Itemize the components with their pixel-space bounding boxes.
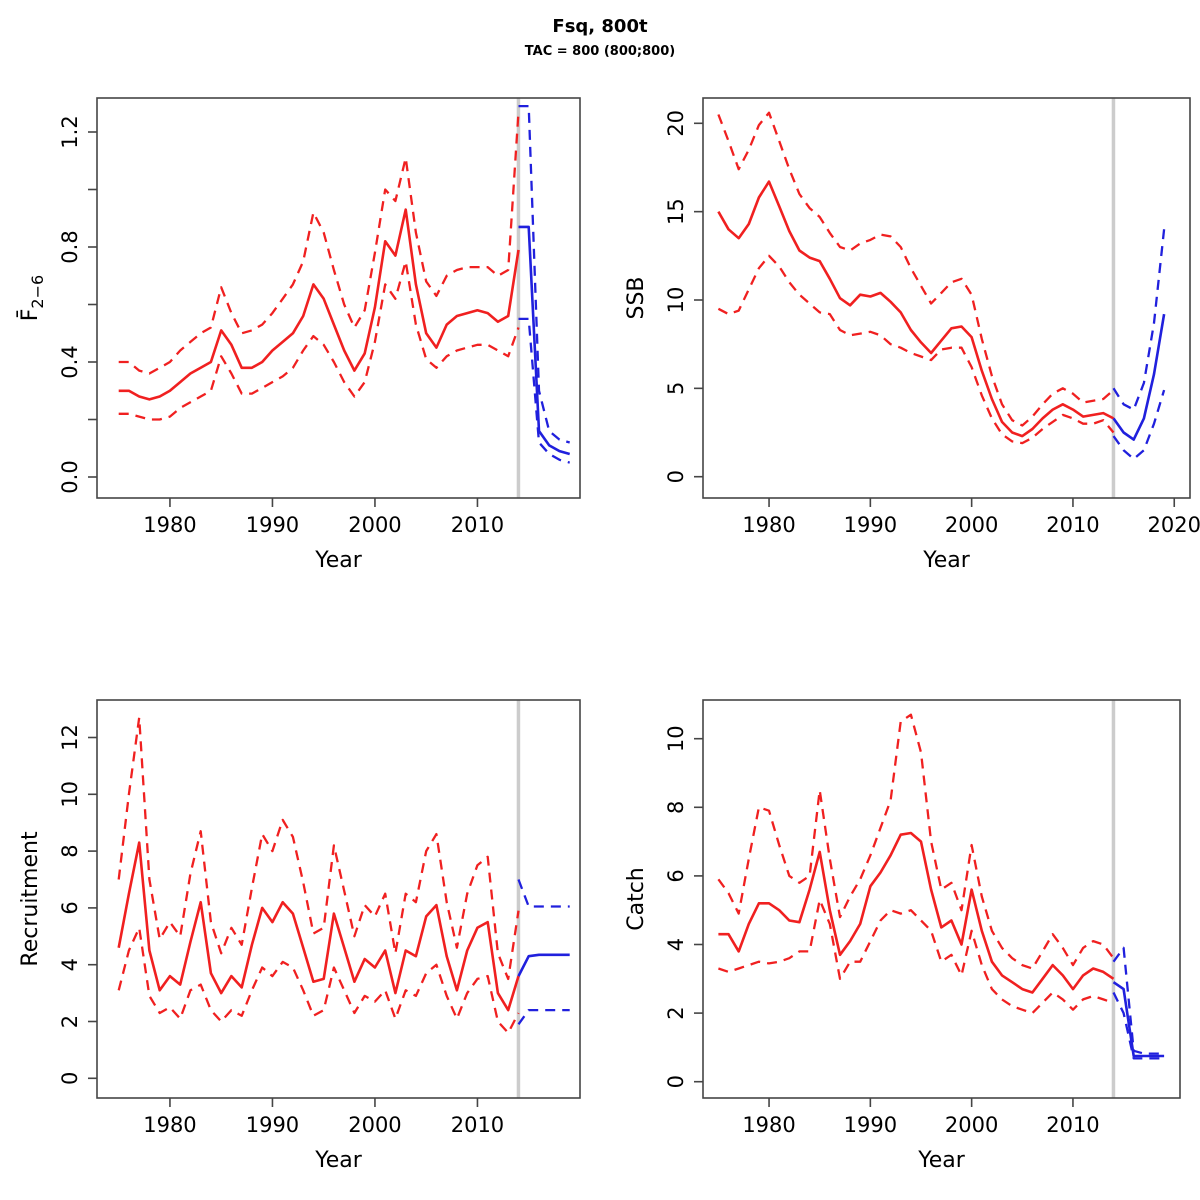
y-tick-label: 0 xyxy=(664,1075,688,1088)
ssb-lower-ci-historical-line xyxy=(717,254,1115,445)
y-tick-label: 10 xyxy=(58,781,82,808)
ssb-x-axis: 1980 1990 2000 2010 2020 Year xyxy=(742,498,1200,573)
figure-header: Fsq, 800t TAC = 800 (800;800) xyxy=(0,16,1200,59)
catch-upper-ci-forecast-line xyxy=(1112,946,1165,1055)
y-tick-label: 5 xyxy=(664,382,688,395)
x-tick-label: 2010 xyxy=(451,1113,504,1137)
recruitment-median-forecast-line xyxy=(517,953,570,977)
f26-lower-ci-historical-line xyxy=(118,260,520,421)
catch-x-axis: 1980 1990 2000 2010 Year xyxy=(742,1098,1100,1173)
y-tick-label: 8 xyxy=(664,801,688,814)
panel-f26: 1980 1990 2000 2010 Year 0.0 0.4 0.8 1.2 F̄2−6 xyxy=(17,97,581,573)
y-tick-label: 2 xyxy=(58,1015,82,1028)
x-tick-label: 1980 xyxy=(143,1113,196,1137)
catch-median-forecast-line xyxy=(1112,981,1165,1058)
recruitment-median-historical-line xyxy=(117,841,520,1012)
y-tick-label: 20 xyxy=(664,110,688,137)
catch-median-historical-line xyxy=(718,831,1115,994)
y-axis-label: F̄2−6 xyxy=(17,275,47,321)
y-axis-label: Catch xyxy=(624,867,649,931)
y-tick-label: 1.2 xyxy=(58,115,82,148)
ssb-upper-ci-forecast-line xyxy=(1112,229,1166,411)
f26-x-axis: 1980 1990 2000 2010 Year xyxy=(143,498,504,573)
y-tick-label: 6 xyxy=(58,901,82,914)
f26-plot-box xyxy=(96,97,581,499)
ssb-y-axis: 0 5 10 15 20 SSB xyxy=(624,110,703,483)
x-tick-label: 2000 xyxy=(945,513,998,537)
x-axis-label: Year xyxy=(917,1148,966,1173)
x-tick-label: 2000 xyxy=(945,1113,998,1137)
f26-median-forecast-line xyxy=(518,225,571,456)
y-axis-label: Recruitment xyxy=(18,831,43,967)
ssb-plot-box xyxy=(702,97,1191,499)
x-tick-label: 1980 xyxy=(742,1113,795,1137)
f26-lower-ci-forecast-line xyxy=(518,317,571,464)
y-tick-label: 8 xyxy=(58,844,82,857)
ssb-lower-ci-forecast-line xyxy=(1112,389,1166,461)
catch-lower-ci-historical-line xyxy=(718,898,1114,1015)
recruitment-y-axis: 0 2 4 6 8 10 12 Recruitment xyxy=(18,724,97,1085)
figure-subtitle: TAC = 800 (800;800) xyxy=(524,43,676,59)
panel-ssb: 1980 1990 2000 2010 2020 Year 0 5 10 15 20 SSB xyxy=(624,97,1200,573)
x-tick-label: 2010 xyxy=(1046,1113,1099,1137)
panel-catch: 1980 1990 2000 2010 Year 0 2 4 6 8 10 Catch xyxy=(624,699,1181,1173)
catch-plot-box xyxy=(702,699,1181,1099)
ssb-median-forecast-line xyxy=(1112,313,1166,441)
x-tick-label: 1980 xyxy=(742,513,795,537)
y-tick-label: 0 xyxy=(58,1072,82,1085)
x-tick-label: 2020 xyxy=(1148,513,1200,537)
y-tick-label: 4 xyxy=(58,958,82,971)
recruitment-upper-ci-historical-line xyxy=(117,716,520,981)
figure-title: Fsq, 800t xyxy=(552,16,648,37)
ssb-median-historical-line xyxy=(717,180,1115,438)
y-tick-label: 0 xyxy=(664,470,688,483)
x-tick-label: 1990 xyxy=(844,1113,897,1137)
x-axis-label: Year xyxy=(314,548,363,573)
catch-y-axis: 0 2 4 6 8 10 Catch xyxy=(624,725,703,1088)
x-tick-label: 2010 xyxy=(451,513,504,537)
y-axis-label: SSB xyxy=(624,276,649,319)
x-tick-label: 1990 xyxy=(844,513,897,537)
catch-upper-ci-historical-line xyxy=(717,713,1115,970)
x-tick-label: 2000 xyxy=(348,513,401,537)
recruitment-plot-box xyxy=(96,699,581,1099)
x-tick-label: 1990 xyxy=(246,513,299,537)
recruitment-lower-ci-historical-line xyxy=(117,926,520,1035)
y-tick-label: 0.0 xyxy=(58,460,82,493)
y-tick-label: 6 xyxy=(664,869,688,882)
x-axis-label: Year xyxy=(922,548,971,573)
recruitment-x-axis: 1980 1990 2000 2010 Year xyxy=(143,1098,504,1173)
y-tick-label: 0.8 xyxy=(58,230,82,263)
y-tick-label: 10 xyxy=(664,287,688,314)
recruitment-lower-ci-forecast-line xyxy=(517,1008,570,1025)
y-tick-label: 0.4 xyxy=(58,345,82,378)
f26-upper-ci-forecast-line xyxy=(518,104,571,444)
y-tick-label: 2 xyxy=(664,1006,688,1019)
f26-y-axis: 0.0 0.4 0.8 1.2 F̄2−6 xyxy=(17,115,97,494)
recruitment-upper-ci-forecast-line xyxy=(517,879,570,908)
x-tick-label: 2000 xyxy=(348,1113,401,1137)
y-tick-label: 12 xyxy=(58,724,82,751)
x-axis-label: Year xyxy=(314,1148,363,1173)
y-tick-label: 4 xyxy=(664,938,688,951)
f26-median-historical-line xyxy=(118,208,520,401)
f26-upper-ci-historical-line xyxy=(118,111,520,375)
x-tick-label: 2010 xyxy=(1046,513,1099,537)
y-tick-label: 15 xyxy=(664,198,688,225)
x-tick-label: 1990 xyxy=(246,1113,299,1137)
x-tick-label: 1980 xyxy=(143,513,196,537)
ssb-upper-ci-historical-line xyxy=(717,111,1115,427)
y-tick-label: 10 xyxy=(664,725,688,752)
panel-recruitment: 1980 1990 2000 2010 Year 0 2 4 6 8 10 12 Recruitment xyxy=(18,699,581,1173)
catch-lower-ci-forecast-line xyxy=(1112,991,1165,1060)
